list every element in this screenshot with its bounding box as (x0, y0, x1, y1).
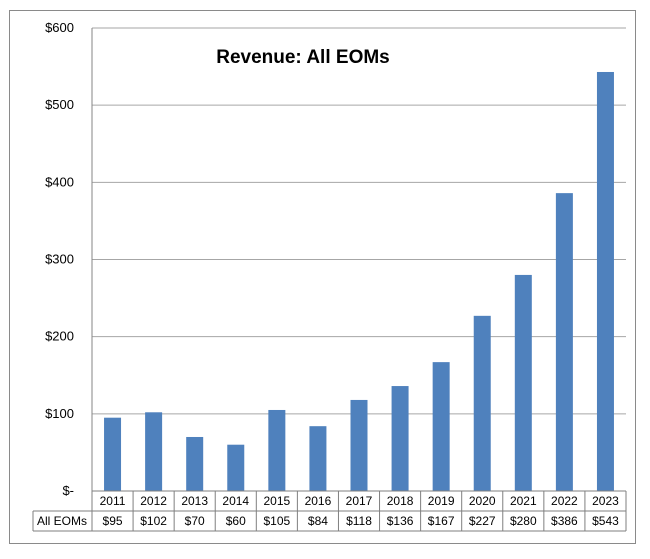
x-tick-label: 2012 (140, 494, 167, 508)
data-label: $95 (103, 514, 123, 528)
data-label: $118 (346, 514, 372, 528)
x-tick-label: 2016 (305, 494, 332, 508)
bar-2022 (555, 193, 573, 492)
data-label: $60 (226, 514, 246, 528)
data-label: $543 (592, 514, 619, 528)
x-tick-label: 2022 (551, 494, 578, 508)
y-tick-label: $300 (45, 252, 74, 267)
table-series-label: All EOMs (37, 514, 87, 528)
x-tick-label: 2020 (469, 494, 496, 508)
bar-2013 (186, 436, 204, 491)
bar-2019 (432, 362, 450, 491)
chart-title: Revenue: All EOMs (216, 47, 390, 68)
gridlines (91, 27, 626, 491)
data-label: $227 (469, 514, 496, 528)
x-tick-label: 2019 (428, 494, 455, 508)
x-tick-label: 2017 (346, 494, 373, 508)
x-tick-label: 2023 (592, 494, 619, 508)
data-label: $84 (308, 514, 328, 528)
bar-2016 (309, 426, 327, 491)
data-label: $280 (510, 514, 537, 528)
y-tick-label: $200 (45, 329, 74, 344)
bar-2015 (268, 409, 286, 491)
data-label: $102 (140, 514, 167, 528)
data-label: $105 (263, 514, 290, 528)
y-tick-label: $400 (45, 174, 74, 189)
bar-2020 (473, 315, 491, 491)
y-axis-ticks: $- $100 $200 $300 $400 $500 $600 (45, 20, 74, 498)
y-tick-label: $- (62, 483, 74, 498)
bar-2023 (596, 71, 614, 492)
y-tick-label: $600 (45, 20, 74, 35)
bar-2017 (350, 399, 368, 491)
bar-2011 (104, 417, 122, 491)
bar-2014 (227, 444, 245, 491)
bar-2012 (145, 412, 163, 491)
data-label: $136 (387, 514, 414, 528)
data-table: All EOMs 2011 $95 2012 $102 2013 $70 2014 $60 201… (32, 490, 627, 532)
bar-2018 (391, 386, 409, 491)
x-tick-label: 2011 (100, 494, 126, 508)
y-tick-label: $500 (45, 97, 74, 112)
bar-2021 (514, 274, 532, 491)
x-tick-label: 2015 (263, 494, 290, 508)
y-tick-label: $100 (45, 406, 74, 421)
x-tick-label: 2013 (181, 494, 208, 508)
bars (104, 71, 614, 492)
data-label: $167 (428, 514, 455, 528)
data-label: $70 (185, 514, 205, 528)
x-tick-label: 2014 (222, 494, 249, 508)
x-tick-label: 2021 (510, 494, 537, 508)
data-label: $386 (551, 514, 578, 528)
x-tick-label: 2018 (387, 494, 414, 508)
